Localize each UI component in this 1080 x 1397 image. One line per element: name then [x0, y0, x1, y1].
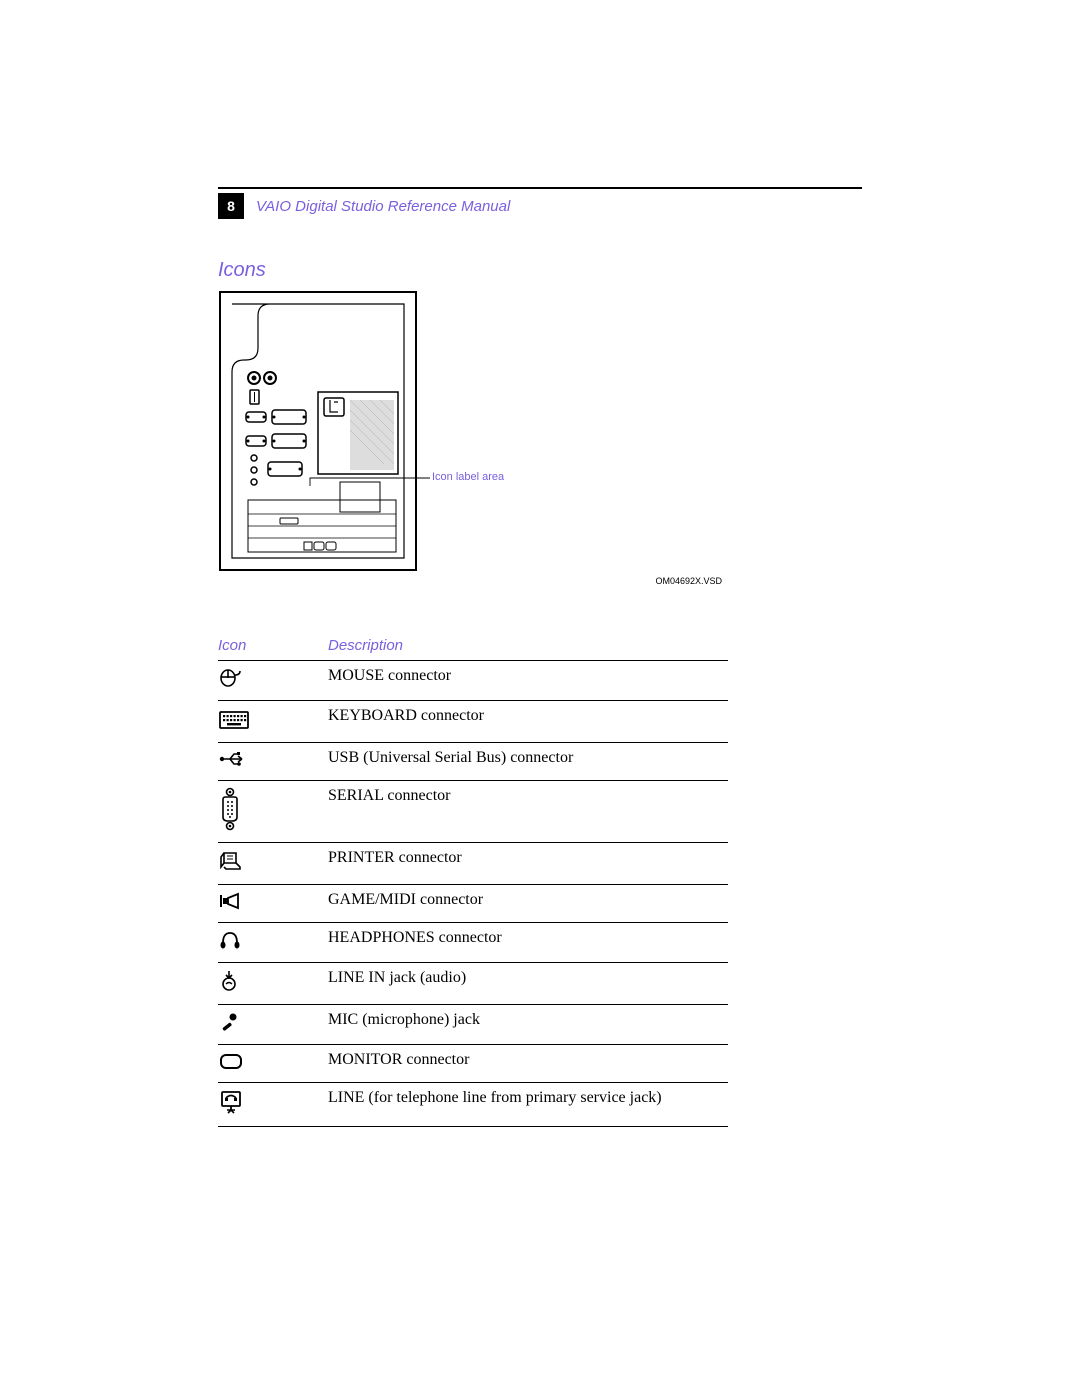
icon-description-table: Icon Description MOUSE connector [218, 633, 862, 1127]
table-row: USB (Universal Serial Bus) connector [218, 743, 728, 781]
mouse-icon [218, 667, 246, 689]
page-header: 8 VAIO Digital Studio Reference Manual [218, 193, 862, 219]
document-title: VAIO Digital Studio Reference Manual [256, 198, 510, 215]
column-header-icon: Icon [218, 633, 328, 661]
icon-cell [218, 701, 328, 743]
description-cell: MOUSE connector [328, 661, 728, 701]
icon-cell [218, 743, 328, 781]
description-cell: MONITOR connector [328, 1045, 728, 1083]
description-cell: GAME/MIDI connector [328, 885, 728, 923]
headphones-icon [218, 929, 242, 951]
description-cell: PRINTER connector [328, 843, 728, 885]
icon-cell [218, 885, 328, 923]
description-cell: HEADPHONES connector [328, 923, 728, 963]
icon-cell [218, 661, 328, 701]
game-midi-icon [218, 891, 244, 911]
rear-panel-diagram: Icon label area OM04692X.VSD [218, 290, 718, 578]
line-in-icon [218, 969, 240, 993]
printer-icon [218, 849, 244, 873]
mic-icon [218, 1011, 240, 1033]
icon-cell [218, 781, 328, 843]
column-header-description: Description [328, 633, 728, 661]
keyboard-icon [218, 707, 250, 731]
description-cell: USB (Universal Serial Bus) connector [328, 743, 728, 781]
description-cell: SERIAL connector [328, 781, 728, 843]
table-row: GAME/MIDI connector [218, 885, 728, 923]
table-row: LINE (for telephone line from primary se… [218, 1083, 728, 1127]
header-rule [218, 187, 862, 189]
table-row: SERIAL connector [218, 781, 728, 843]
table-row: MOUSE connector [218, 661, 728, 701]
section-title-icons: Icons [218, 259, 862, 282]
table-row: MIC (microphone) jack [218, 1005, 728, 1045]
icon-label-area-callout: Icon label area [432, 471, 552, 483]
usb-icon [218, 749, 246, 769]
page-number: 8 [218, 193, 244, 219]
table-row: HEADPHONES connector [218, 923, 728, 963]
page-content: 8 VAIO Digital Studio Reference Manual I… [218, 187, 862, 1127]
description-cell: LINE (for telephone line from primary se… [328, 1083, 728, 1127]
table-row: PRINTER connector [218, 843, 728, 885]
icon-cell [218, 843, 328, 885]
icon-cell [218, 963, 328, 1005]
table-row: MONITOR connector [218, 1045, 728, 1083]
figure-code: OM04692X.VSD [655, 576, 722, 586]
icon-cell [218, 923, 328, 963]
description-cell: LINE IN jack (audio) [328, 963, 728, 1005]
table-row: KEYBOARD connector [218, 701, 728, 743]
serial-icon [218, 787, 242, 831]
table-row: LINE IN jack (audio) [218, 963, 728, 1005]
line-phone-icon [218, 1089, 244, 1115]
icon-cell [218, 1083, 328, 1127]
icon-cell [218, 1045, 328, 1083]
monitor-icon [218, 1051, 244, 1071]
description-cell: KEYBOARD connector [328, 701, 728, 743]
description-cell: MIC (microphone) jack [328, 1005, 728, 1045]
icon-cell [218, 1005, 328, 1045]
